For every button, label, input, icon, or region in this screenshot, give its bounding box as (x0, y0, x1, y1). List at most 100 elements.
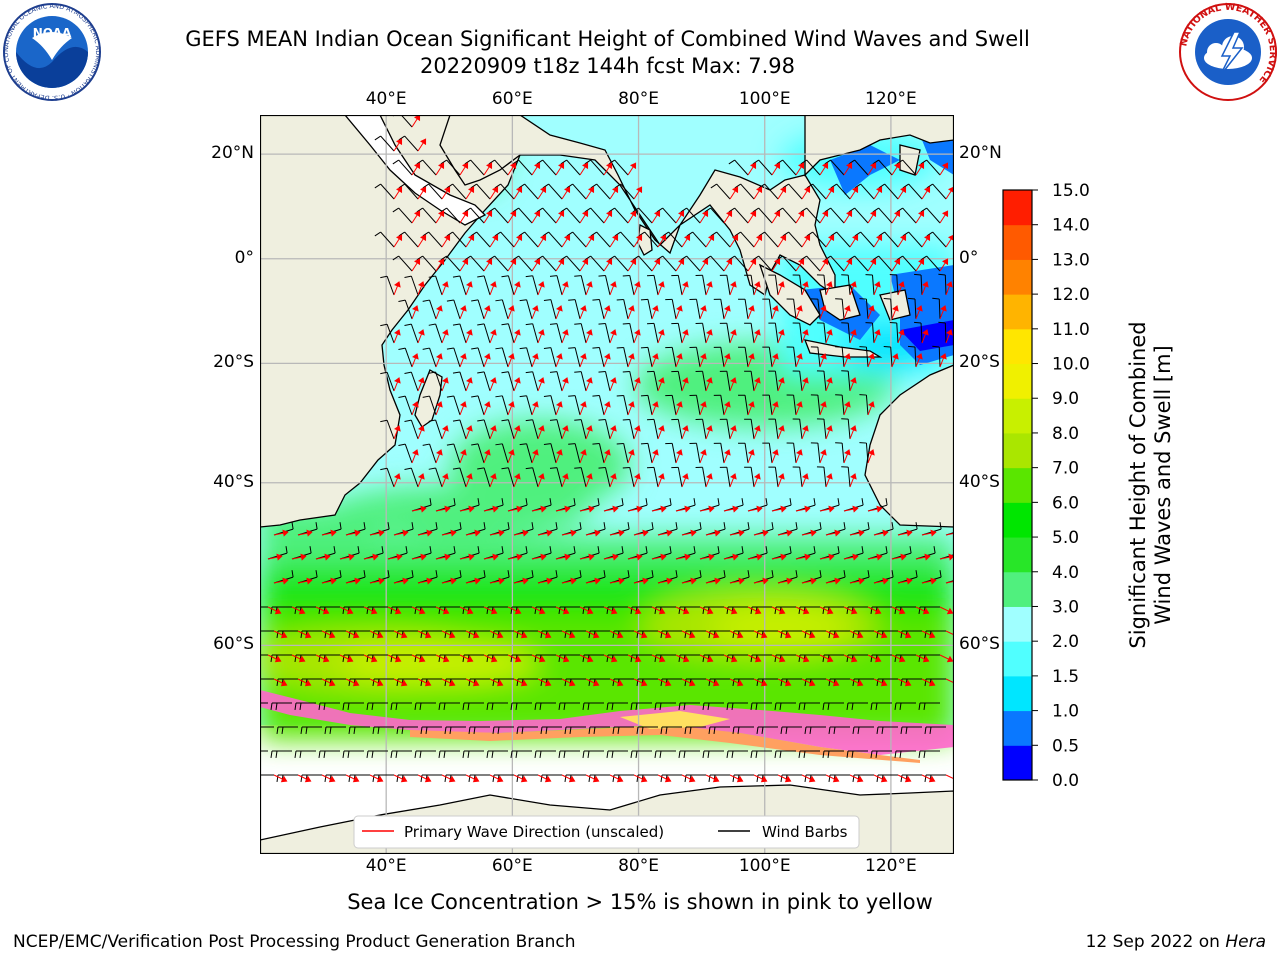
wind-barb-flag (876, 678, 879, 686)
colorbar-swatch (1003, 537, 1032, 573)
wind-barb (726, 371, 731, 392)
wave-arrow-head (940, 305, 947, 312)
wind-barb (926, 159, 941, 176)
wave-arrow-head (941, 210, 949, 218)
wave-arrow-head (298, 655, 306, 663)
colorbar-label-line2: Wind Waves and Swell [m] (1151, 345, 1175, 625)
wave-arrow-head (748, 305, 755, 312)
wind-barb-flag (542, 231, 549, 237)
wind-barb (386, 468, 395, 488)
wind-barb-flag (645, 546, 648, 554)
wind-barb-flag (813, 498, 816, 506)
wave-arrow-head (346, 655, 354, 663)
wind-barb-flag (422, 347, 430, 350)
wave-arrow-head (570, 577, 577, 585)
wind-barb-flag (828, 678, 831, 686)
wave-height-map: Primary Wave Direction (unscaled) Wind B… (260, 115, 954, 854)
wind-barb (744, 443, 749, 464)
wave-arrow-head (712, 679, 720, 687)
wave-arrow-head (706, 607, 714, 615)
wind-barb-flag (774, 702, 777, 710)
wind-barb (710, 207, 725, 224)
wind-barb-flag (824, 159, 831, 165)
wave-arrow-head (586, 473, 593, 480)
wave-arrow-head (875, 234, 883, 242)
wave-arrow-head (724, 305, 731, 312)
wind-barb-flag (635, 702, 638, 710)
wave-arrow-head (280, 631, 288, 639)
wave-arrow-head (538, 607, 546, 615)
wind-barb-flag (771, 522, 774, 530)
wind-barb (614, 207, 629, 224)
wave-arrow-head (616, 775, 624, 783)
wave-arrow-head (514, 281, 521, 288)
colorbar-swatch (1003, 710, 1032, 746)
wind-barb-flag (507, 522, 510, 530)
wind-barb (507, 323, 515, 344)
wind-barb-flag (597, 546, 600, 554)
wind-barb-flag (392, 159, 399, 165)
wind-barb-flag (689, 726, 692, 734)
wave-arrow-head (850, 473, 857, 480)
wave-arrow-head (880, 631, 888, 639)
wind-barb-flag (396, 678, 399, 686)
lat-tick-label-left: 20°N (211, 143, 254, 164)
wind-barb (830, 255, 845, 272)
wind-barb-flag (662, 231, 669, 237)
wave-arrow (945, 678, 954, 684)
wind-barb (841, 347, 845, 368)
wind-barb-flag (398, 299, 406, 303)
wave-arrow-head (634, 607, 642, 615)
wave-arrow-head (917, 162, 925, 170)
wind-barb-flag (444, 774, 447, 782)
wave-arrow-head (869, 162, 877, 170)
wave-arrow-head (928, 679, 936, 687)
wave-arrow-head (725, 210, 733, 218)
wind-barb-flag (464, 159, 471, 165)
wind-barb-flag (804, 630, 807, 638)
wind-barb-flag (573, 498, 576, 506)
wave-arrow-head (515, 186, 523, 194)
wave-arrow-head (802, 281, 809, 288)
wind-barb-flag (558, 702, 561, 710)
wind-barb-flag (584, 255, 591, 261)
wave-arrow-head (832, 775, 840, 783)
wave-arrow-head (592, 631, 600, 639)
lat-tick-label-right: 0° (959, 247, 979, 268)
wave-arrow-head (828, 505, 835, 513)
wave-arrow-head (682, 473, 689, 480)
wave-arrow-head (786, 529, 793, 537)
wind-barb-flag (848, 207, 855, 213)
wind-barb-flag (574, 467, 582, 469)
wind-barb (524, 231, 539, 248)
wind-barb (750, 371, 755, 392)
wind-barb-flag (776, 207, 783, 213)
lon-tick-label-top: 100°E (738, 89, 791, 109)
wind-barb (799, 467, 803, 488)
wind-barb-flag (452, 371, 460, 374)
wind-barb-flag (588, 774, 591, 782)
wave-arrow-head (899, 186, 907, 194)
wind-barb-flag (924, 774, 927, 782)
wind-barb-flag (387, 570, 390, 578)
wind-barb (793, 443, 797, 464)
wind-barb-flag (411, 522, 414, 530)
wind-barb-flag (348, 630, 351, 638)
wind-barb-flag (616, 394, 624, 397)
wind-barb-flag (899, 702, 902, 710)
wind-barb-flag (468, 630, 471, 638)
wind-barb (653, 419, 659, 440)
colorbar-swatch (1003, 190, 1032, 226)
wind-barb-flag (414, 606, 417, 614)
wave-arrow-head (618, 529, 625, 537)
wave-arrow-head (346, 607, 354, 615)
wind-barb-flag (318, 606, 321, 614)
wind-barb-flag (392, 207, 399, 213)
wave-arrow-head (592, 679, 600, 687)
wind-barb (532, 275, 539, 296)
wind-barb-flag (932, 345, 940, 348)
wind-barb-flag (630, 606, 633, 614)
wave-arrow-head (923, 234, 931, 242)
wave-arrow-head (796, 401, 803, 408)
wave-arrow-head (514, 655, 522, 663)
